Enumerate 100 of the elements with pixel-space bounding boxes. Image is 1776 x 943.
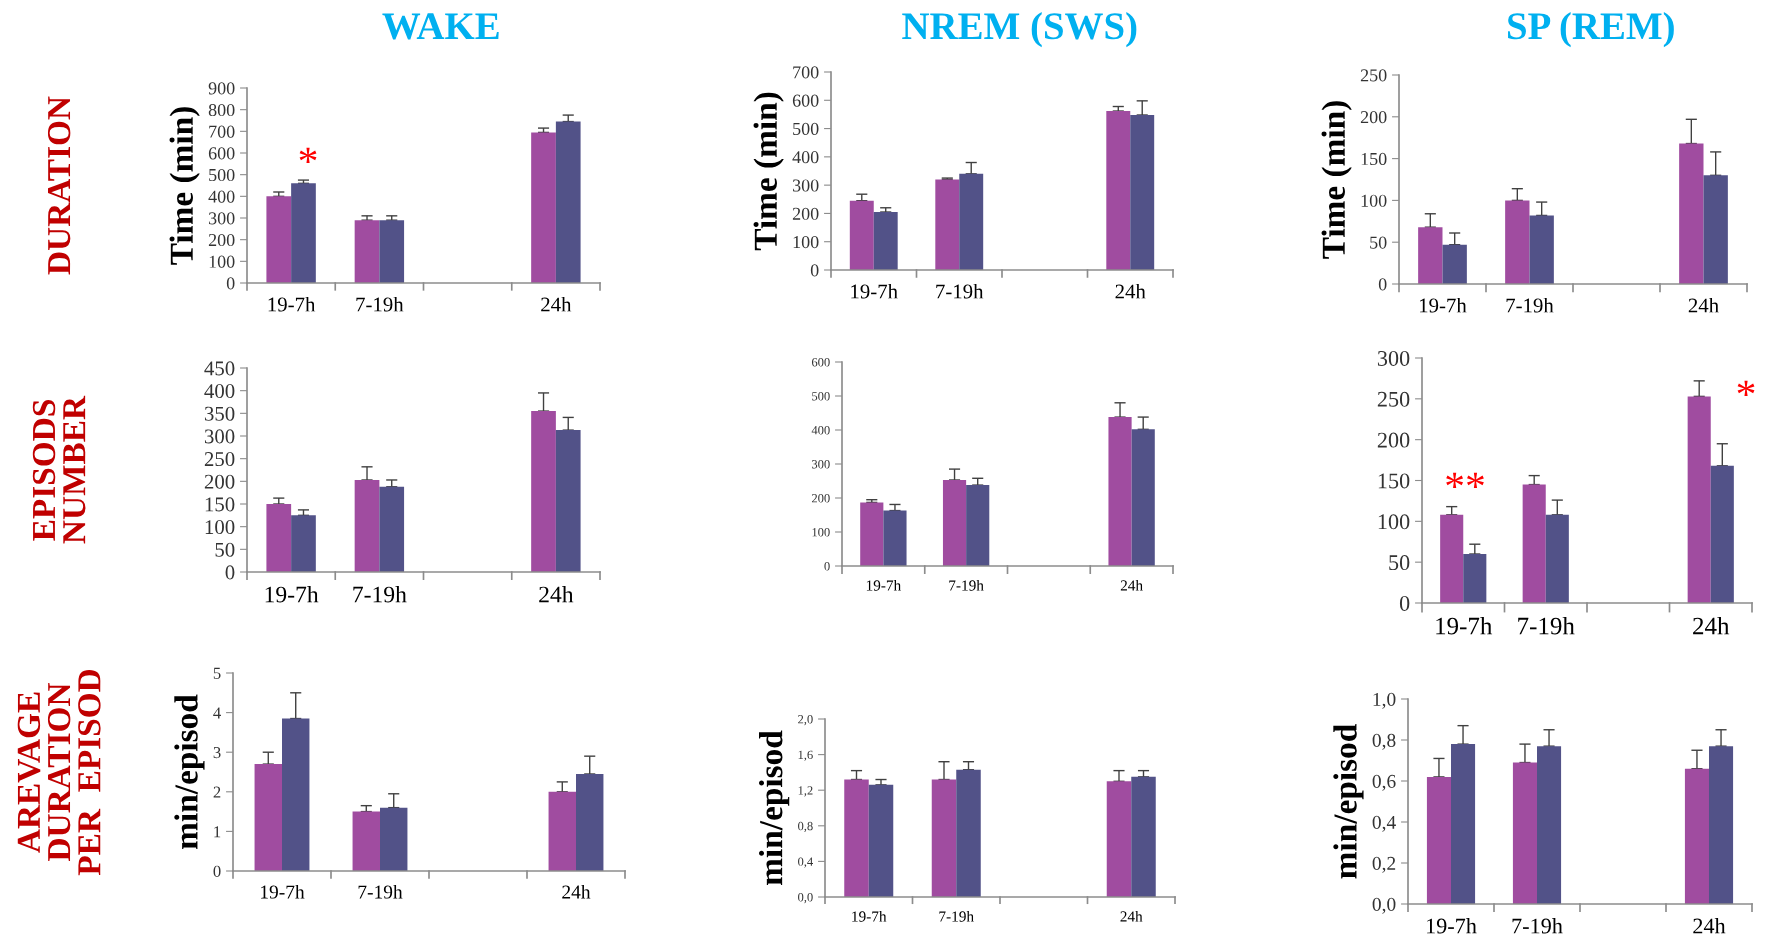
y-tick-label: 200 — [792, 207, 819, 220]
y-tick-label: 150 — [1361, 152, 1387, 166]
y-tick-label: 300 — [204, 429, 235, 444]
bar — [959, 173, 984, 270]
y-tick-label: 100 — [1361, 194, 1387, 207]
bar — [548, 791, 576, 871]
bar — [849, 200, 874, 270]
y-tick-label: 200 — [1360, 111, 1387, 124]
bar — [1684, 768, 1709, 904]
y-tick-label: 200 — [1377, 432, 1410, 448]
bar — [1426, 776, 1451, 904]
bar — [873, 212, 898, 270]
x-tick-label: 7-19h — [353, 585, 407, 603]
y-tick-label: 0 — [810, 264, 819, 277]
y-tick-label: 300 — [792, 179, 819, 192]
y-tick-label: 500 — [209, 168, 235, 182]
y-tick-label: 0,0 — [798, 893, 813, 904]
y-tick-label: 700 — [793, 66, 819, 79]
bar — [380, 807, 408, 871]
y-tick-label: 0,6 — [1372, 774, 1396, 791]
y-tick-label: 800 — [208, 103, 235, 117]
bar — [576, 773, 604, 871]
y-tick-label: 0 — [226, 277, 235, 290]
bar — [282, 718, 310, 871]
y-tick-label: 3 — [213, 746, 221, 759]
y-tick-label: 1,0 — [1373, 692, 1396, 709]
y-tick-label: 700 — [209, 125, 235, 138]
y-tick-label: 250 — [1377, 391, 1410, 407]
y-tick-label: 200 — [204, 474, 235, 489]
chart-title: SP (REM) — [1508, 12, 1674, 48]
bar — [1703, 175, 1728, 284]
y-tick-label: 0,0 — [1372, 897, 1396, 914]
y-tick-label: 1,2 — [798, 786, 813, 797]
x-tick-label: 19-7h — [265, 585, 319, 603]
bar — [1505, 200, 1530, 284]
x-tick-label: 19-7h — [268, 296, 316, 312]
x-tick-label: 7-19h — [1506, 297, 1554, 313]
bar — [1418, 227, 1443, 284]
x-tick-label: 19-7h — [866, 579, 901, 591]
x-tick-label: 19-7h — [851, 283, 898, 299]
text: DURATION — [47, 96, 71, 275]
y-tick-label: 50 — [1370, 236, 1387, 249]
y-tick-label: 200 — [208, 233, 235, 247]
x-tick-label: 24h — [1120, 910, 1143, 922]
bar — [1131, 776, 1156, 897]
x-tick-label: 19-7h — [852, 910, 887, 922]
x-tick-label: 7-19h — [356, 296, 404, 312]
y-tick-label: 0,2 — [1372, 856, 1396, 873]
y-tick-label: 0 — [824, 562, 830, 571]
y-tick-label: 5 — [213, 667, 221, 679]
bar — [942, 479, 967, 566]
y-tick-label: 400 — [204, 384, 235, 399]
y-axis-title: min/episod — [174, 694, 205, 849]
bar — [531, 132, 556, 283]
x-tick-label: 19-7h — [1427, 917, 1477, 934]
x-tick-label: 24h — [1693, 616, 1730, 635]
y-tick-label: 150 — [1378, 473, 1410, 489]
text: EPISODS NUMBER — [32, 395, 86, 544]
y-tick-label: 0 — [213, 865, 221, 877]
y-tick-label: 600 — [792, 94, 819, 107]
bar — [1440, 514, 1464, 603]
y-tick-label: 4 — [213, 707, 221, 719]
bar — [844, 779, 869, 897]
y-tick-label: 300 — [208, 212, 235, 225]
x-tick-label: 24h — [541, 296, 572, 312]
y-tick-label: 500 — [812, 392, 830, 401]
x-tick-label: 24h — [1115, 283, 1146, 299]
y-tick-label: 400 — [208, 190, 235, 203]
y-tick-label: 600 — [208, 147, 235, 160]
y-tick-label: 500 — [793, 122, 819, 136]
x-tick-label: 19-7h — [1436, 616, 1493, 635]
y-tick-label: 50 — [1389, 555, 1410, 571]
bar — [291, 515, 316, 572]
y-axis-title: min/episod — [1333, 724, 1364, 879]
y-tick-label: 1 — [214, 826, 221, 838]
y-tick-label: 100 — [209, 255, 235, 268]
x-tick-label: 7-19h — [1518, 616, 1575, 635]
x-tick-label: 7-19h — [936, 283, 984, 299]
y-tick-label: 200 — [811, 494, 830, 503]
y-tick-label: 300 — [812, 460, 830, 469]
bar — [1709, 746, 1734, 904]
x-tick-label: 7-19h — [358, 884, 403, 899]
y-tick-label: 100 — [793, 235, 819, 249]
y-tick-label: 1,6 — [798, 750, 813, 761]
bar — [1710, 465, 1734, 603]
y-tick-label: 0 — [1399, 595, 1410, 611]
chart-title: NREM (SWS) — [902, 12, 1137, 48]
bar — [379, 486, 405, 572]
bar — [1451, 744, 1476, 904]
bar — [254, 764, 282, 871]
bar — [1442, 244, 1467, 284]
bar — [1131, 429, 1155, 566]
bar — [531, 411, 556, 572]
x-tick-label: 24h — [539, 585, 574, 603]
bar — [266, 196, 292, 283]
bar — [555, 121, 581, 283]
bar — [1106, 111, 1131, 270]
y-tick-label: 2,0 — [798, 715, 813, 726]
chart-title: WAKE — [382, 13, 499, 40]
bar — [860, 502, 884, 566]
